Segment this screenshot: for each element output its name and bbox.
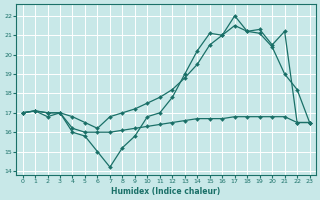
X-axis label: Humidex (Indice chaleur): Humidex (Indice chaleur) <box>111 187 221 196</box>
